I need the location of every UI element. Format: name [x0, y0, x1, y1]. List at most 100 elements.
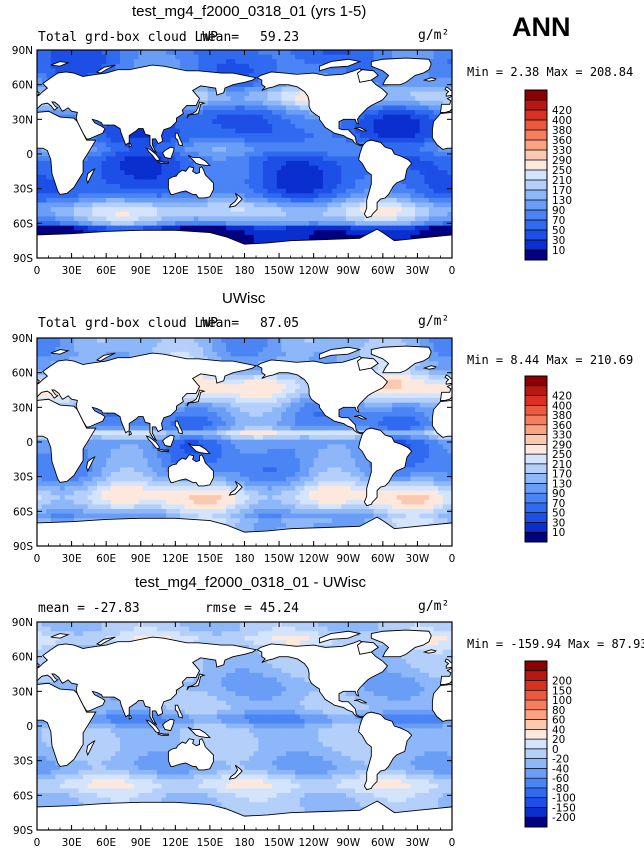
field-cell: [272, 170, 278, 176]
field-cell: [244, 147, 250, 153]
field-cell: [313, 63, 319, 70]
field-cell: [272, 193, 278, 199]
field-cell: [267, 151, 273, 157]
field-cell: [235, 211, 241, 217]
field-cell: [410, 211, 416, 217]
field-cell: [161, 133, 167, 139]
field-cell: [262, 96, 269, 102]
field-cell: [272, 160, 278, 167]
field-cell: [258, 59, 264, 65]
field-cell: [382, 86, 389, 93]
field-cell: [212, 137, 218, 144]
field-cell: [392, 338, 398, 344]
field-cell: [410, 142, 416, 148]
field-cell: [110, 128, 116, 134]
field-cell: [428, 133, 435, 139]
field-cell: [175, 351, 181, 358]
field-cell: [166, 207, 172, 213]
field-cell: [138, 347, 144, 353]
field-cell: [120, 197, 126, 204]
field-cell: [276, 147, 282, 153]
field-cell: [304, 100, 310, 107]
field-cell: [332, 156, 338, 162]
field-cell: [272, 105, 278, 111]
field-cell: [350, 197, 356, 204]
field-cell: [428, 202, 435, 208]
field-cell: [83, 184, 89, 190]
field-cell: [401, 211, 407, 217]
field-cell: [447, 347, 452, 353]
field-cell: [286, 114, 292, 120]
field-cell: [161, 207, 167, 213]
field-cell: [281, 123, 287, 130]
field-cell: [392, 184, 398, 190]
field-cell: [115, 188, 121, 194]
field-cell: [267, 193, 273, 199]
field-cell: [410, 179, 416, 185]
field-cell: [258, 202, 264, 208]
field-cell: [156, 147, 163, 153]
field-cell: [313, 54, 319, 60]
field-cell: [37, 365, 43, 371]
field-cell: [83, 170, 89, 176]
field-cell: [120, 188, 126, 194]
field-cell: [350, 230, 356, 236]
field-cell: [239, 225, 246, 231]
field-cell: [438, 156, 444, 162]
field-cell: [203, 86, 209, 93]
field-cell: [55, 197, 61, 204]
field-cell: [138, 197, 144, 204]
field-cell: [355, 133, 361, 139]
field-cell: [230, 114, 236, 120]
field-cell: [221, 142, 227, 148]
field-cell: [221, 91, 227, 97]
field-cell: [230, 225, 236, 231]
field-cell: [106, 50, 112, 56]
field-cell: [428, 356, 435, 362]
field-cell: [212, 179, 218, 185]
field-cell: [332, 160, 338, 167]
field-cell: [253, 137, 259, 144]
field-cell: [221, 137, 227, 144]
field-cell: [364, 63, 370, 70]
field-cell: [129, 184, 135, 190]
field-cell: [143, 54, 149, 60]
field-cell: [221, 110, 227, 116]
field-cell: [41, 221, 47, 227]
field-cell: [230, 347, 236, 353]
field-cell: [235, 160, 241, 167]
field-cell: [419, 193, 425, 199]
field-cell: [249, 82, 255, 88]
field-cell: [258, 119, 264, 125]
field-cell: [345, 356, 352, 362]
field-cell: [295, 234, 301, 241]
field-cell: [447, 68, 452, 74]
field-cell: [124, 142, 130, 148]
field-cell: [216, 96, 223, 102]
field-cell: [138, 151, 144, 157]
field-cell: [87, 221, 93, 227]
field-cell: [230, 165, 236, 171]
field-cell: [382, 73, 389, 79]
field-cell: [50, 197, 57, 204]
field-cell: [345, 234, 352, 241]
field-cell: [424, 91, 430, 97]
field-cell: [41, 50, 47, 56]
field-cell: [239, 142, 246, 148]
field-cell: [55, 338, 61, 344]
field-cell: [359, 123, 365, 130]
field-cell: [433, 142, 439, 148]
field-cell: [424, 151, 430, 157]
field-cell: [249, 230, 255, 236]
field-cell: [410, 216, 416, 222]
field-cell: [156, 174, 163, 181]
field-cell: [419, 156, 425, 162]
field-cell: [258, 133, 264, 139]
field-cell: [262, 50, 269, 56]
field-cell: [138, 63, 144, 70]
field-cell: [73, 351, 80, 358]
field-cell: [410, 160, 416, 167]
field-cell: [170, 347, 176, 353]
field-cell: [369, 54, 375, 60]
field-cell: [46, 361, 52, 367]
